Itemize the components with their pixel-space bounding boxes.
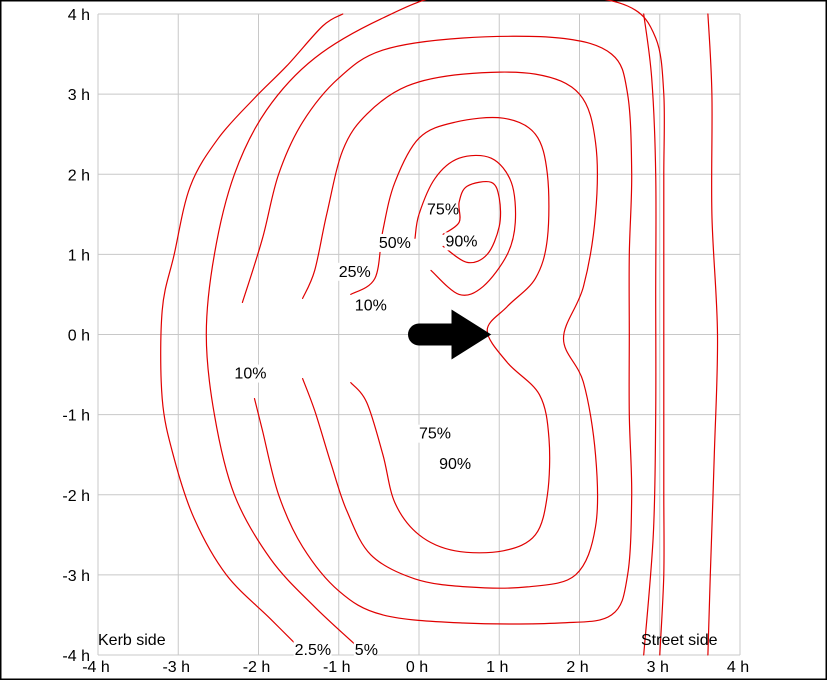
contour-label-bg — [426, 200, 456, 219]
contour-label: 2.5% — [295, 642, 331, 659]
y-tick-label: 4 h — [68, 7, 90, 24]
x-tick-label: -3 h — [162, 659, 190, 676]
street-side-label: Street side — [641, 632, 718, 649]
contour-label-bg — [418, 424, 447, 443]
y-tick-label: 0 h — [68, 328, 90, 345]
x-tick-label: 3 h — [647, 659, 669, 676]
y-tick-label: -1 h — [62, 408, 90, 425]
y-tick-label: -2 h — [62, 488, 90, 505]
contour-label-bg — [233, 364, 263, 383]
contour-label: 75% — [427, 201, 459, 218]
contour-line — [241, 35, 633, 625]
axis-ticks: -4 h -3 h -2 h -1 h 0 h 1 h 2 h 3 h 4 h 4 h 3 h 2 h… — [62, 7, 749, 676]
contour-label: 10% — [355, 297, 387, 314]
x-tick-label: 1 h — [486, 659, 508, 676]
contour-line — [302, 71, 599, 589]
x-tick-label: -2 h — [243, 659, 271, 676]
arrow-shape — [408, 309, 492, 360]
x-tick-label: 0 h — [406, 659, 428, 676]
grid — [97, 13, 741, 656]
kerb-side-label: Kerb side — [98, 632, 166, 649]
contour-label: 25% — [339, 264, 371, 281]
x-tick-label: -4 h — [82, 659, 110, 676]
x-tick-label: 2 h — [566, 659, 588, 676]
contour-label-bg — [353, 641, 374, 659]
y-tick-label: -4 h — [62, 648, 90, 665]
contour-label: 90% — [439, 456, 471, 473]
contour-label-bg — [337, 262, 367, 281]
contour-line — [350, 116, 551, 554]
x-tick-label: 4 h — [727, 659, 749, 676]
contour-label-bg — [438, 455, 468, 474]
x-tick-label: -1 h — [323, 659, 351, 676]
contour-label: 90% — [445, 233, 477, 250]
contour-label-bg — [377, 233, 407, 252]
y-tick-label: 2 h — [68, 167, 90, 184]
contour-label: 10% — [234, 366, 266, 383]
contour-label-bg — [353, 296, 383, 315]
contour-lines — [160, 0, 719, 656]
y-tick-label: 1 h — [68, 247, 90, 264]
contour-line — [442, 181, 502, 264]
contour-line — [160, 13, 344, 656]
contour-label-bg — [444, 232, 474, 251]
direction-arrow — [408, 309, 492, 360]
contour-labels: 75% 50% 90% 25% 10% 10% 75% 90% 2.5% 5% — [233, 200, 478, 659]
contour-line — [707, 13, 719, 656]
contour-line — [414, 154, 517, 296]
contour-label: 5% — [355, 642, 378, 659]
y-tick-label: 3 h — [68, 87, 90, 104]
contour-label: 50% — [379, 235, 411, 252]
contour-line — [643, 13, 657, 656]
contour-line — [205, 0, 665, 656]
contour-label: 75% — [419, 426, 451, 443]
contour-label-bg — [293, 641, 332, 659]
y-tick-label: -3 h — [62, 568, 90, 585]
